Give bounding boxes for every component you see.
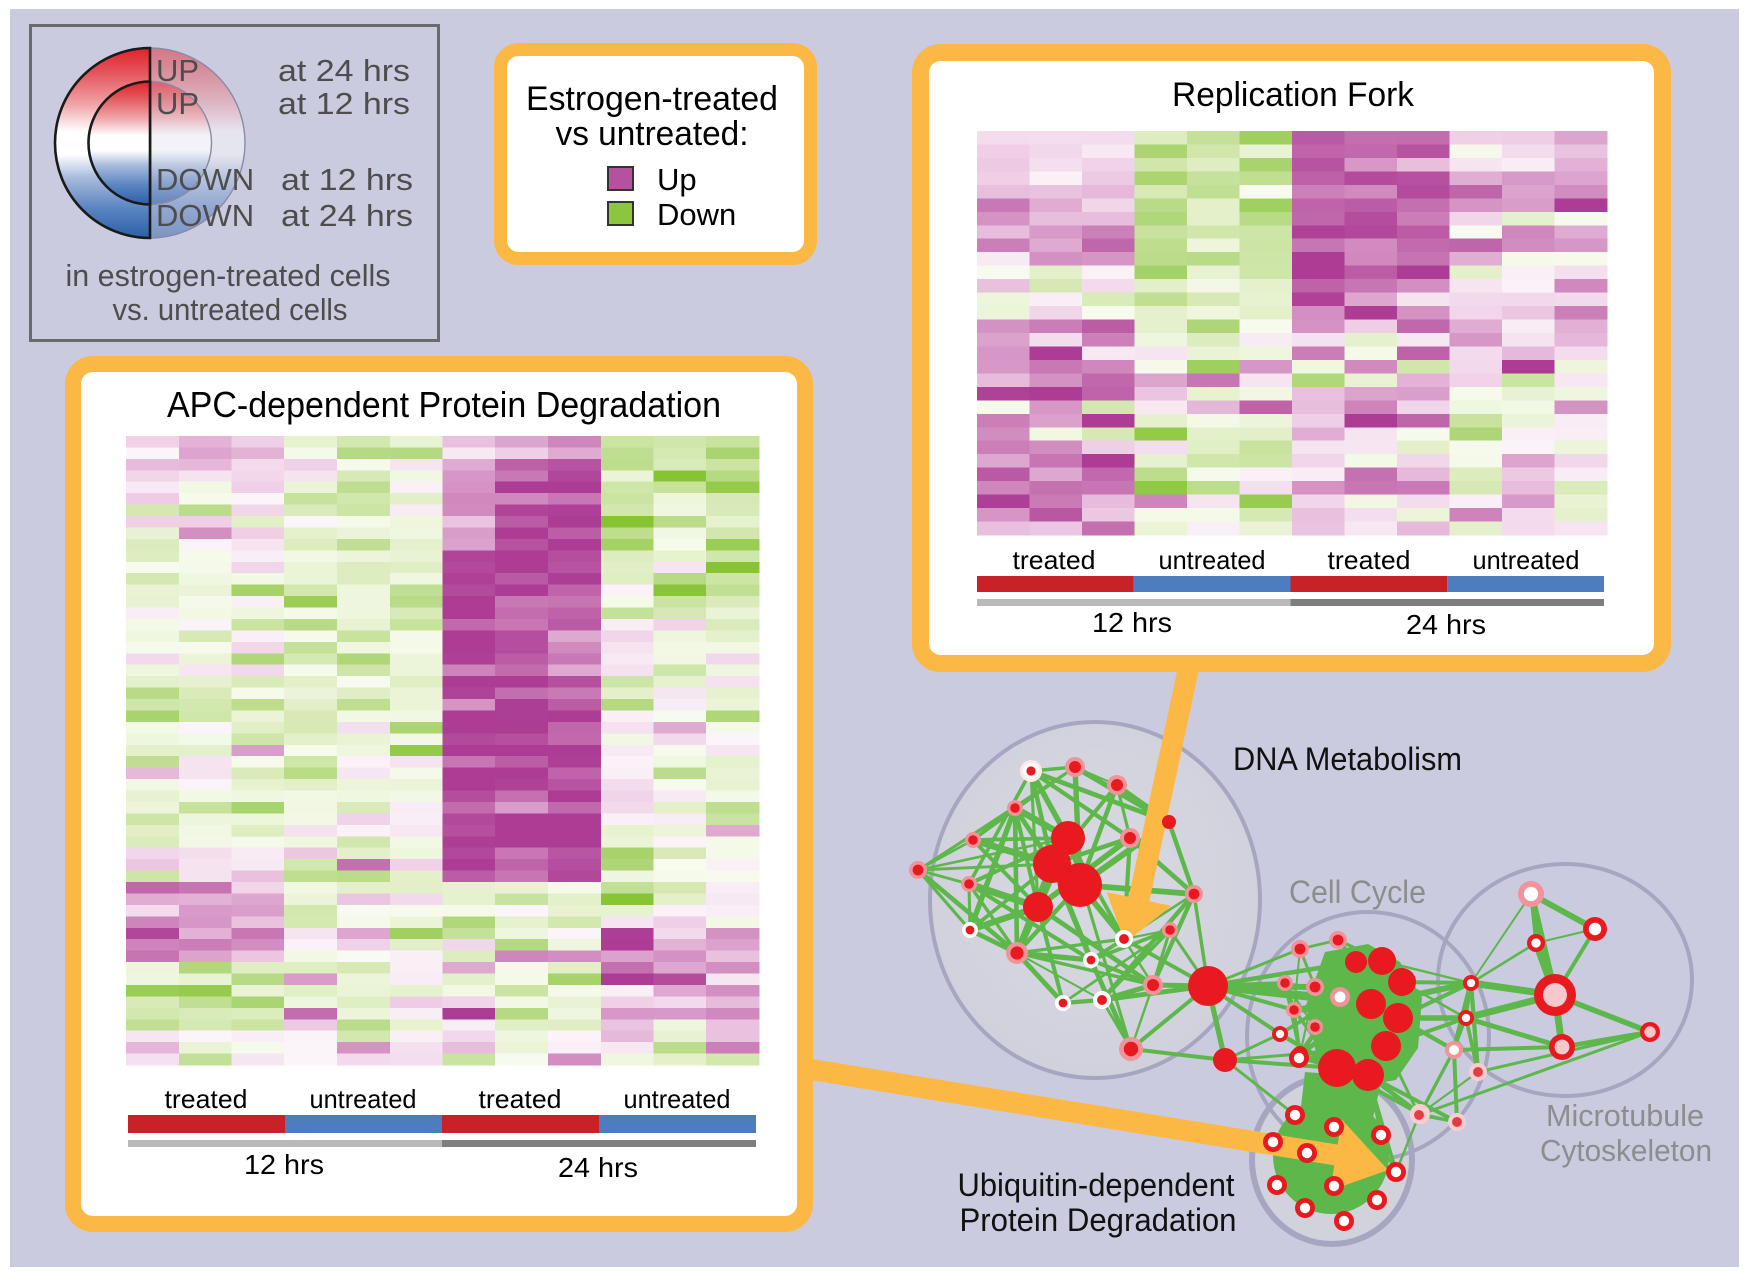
svg-text:DNA Metabolism: DNA Metabolism bbox=[1233, 741, 1462, 777]
svg-text:Protein Degradation: Protein Degradation bbox=[960, 1202, 1237, 1238]
svg-text:vs. untreated cells: vs. untreated cells bbox=[113, 292, 348, 327]
svg-text:Ubiquitin-dependent: Ubiquitin-dependent bbox=[958, 1167, 1235, 1203]
svg-text:Cell Cycle: Cell Cycle bbox=[1289, 874, 1426, 910]
svg-text:untreated: untreated bbox=[1159, 545, 1266, 575]
svg-text:untreated: untreated bbox=[310, 1084, 417, 1114]
svg-text:24 hrs: 24 hrs bbox=[558, 1152, 638, 1183]
svg-text:UP: UP bbox=[156, 86, 199, 121]
svg-text:Replication Fork: Replication Fork bbox=[1172, 76, 1415, 114]
svg-text:Estrogen-treated: Estrogen-treated bbox=[526, 80, 778, 118]
svg-text:at 24 hrs: at 24 hrs bbox=[278, 53, 410, 88]
svg-text:treated: treated bbox=[479, 1084, 562, 1114]
svg-text:24 hrs: 24 hrs bbox=[1406, 609, 1486, 640]
svg-text:treated: treated bbox=[1328, 545, 1411, 575]
svg-text:at 24 hrs: at 24 hrs bbox=[281, 198, 413, 233]
svg-text:Cytoskeleton: Cytoskeleton bbox=[1540, 1133, 1712, 1168]
svg-text:Down: Down bbox=[657, 197, 736, 232]
svg-text:APC-dependent Protein Degradat: APC-dependent Protein Degradation bbox=[167, 384, 721, 425]
svg-text:12 hrs: 12 hrs bbox=[1092, 607, 1172, 638]
svg-text:treated: treated bbox=[1013, 545, 1096, 575]
svg-text:untreated: untreated bbox=[1473, 545, 1580, 575]
svg-text:UP: UP bbox=[156, 53, 199, 88]
svg-text:vs untreated:: vs untreated: bbox=[556, 115, 749, 153]
svg-text:Microtubule: Microtubule bbox=[1546, 1098, 1704, 1133]
svg-text:untreated: untreated bbox=[624, 1084, 731, 1114]
svg-text:treated: treated bbox=[165, 1084, 248, 1114]
svg-text:DOWN: DOWN bbox=[156, 198, 254, 233]
svg-text:at 12 hrs: at 12 hrs bbox=[281, 162, 413, 197]
svg-text:at 12 hrs: at 12 hrs bbox=[278, 86, 410, 121]
svg-text:in estrogen-treated cells: in estrogen-treated cells bbox=[66, 258, 391, 293]
svg-text:Up: Up bbox=[657, 162, 697, 197]
svg-text:DOWN: DOWN bbox=[156, 162, 254, 197]
svg-text:12 hrs: 12 hrs bbox=[244, 1149, 324, 1180]
